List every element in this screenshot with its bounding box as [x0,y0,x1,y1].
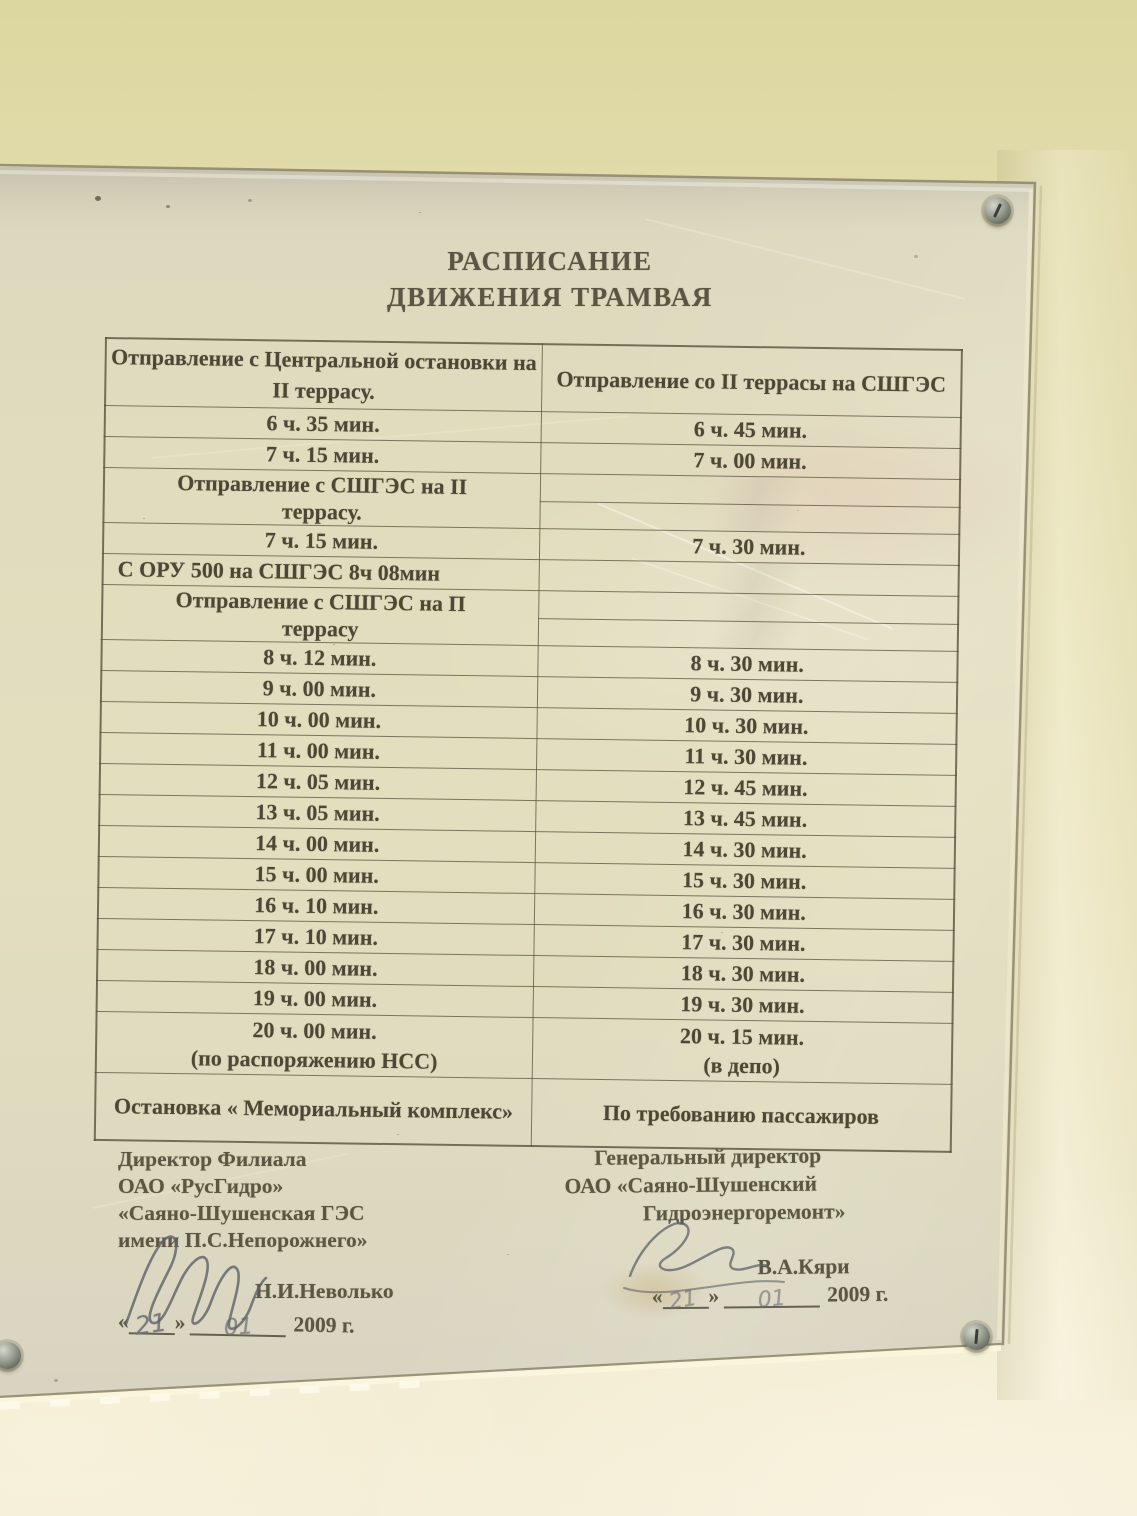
handwritten-month: 01 [222,1313,254,1342]
signature-block-right: Генеральный директор ОАО «Саяно-Шушенски… [564,1140,986,1316]
date-line: «21» 01 2009 г. [117,1308,498,1342]
org-line: Директор Филиала [118,1147,307,1171]
org-line: Гидроэнергоремонт» [642,1199,846,1226]
signer-name: В.А.Кяри [757,1254,850,1280]
page-title: РАСПИСАНИЕ ДВИЖЕНИЯ ТРАМВАЯ [250,243,850,315]
footer-row: Остановка « Мемориальный комплекс» По тр… [94,1072,952,1152]
stop-cell: Остановка « Мемориальный комплекс» [94,1072,532,1147]
schedule-table: Отправление с Центральной остановки на I… [93,337,963,1153]
quote-open: « [651,1284,663,1309]
time-cell-two-line: 20 ч. 15 мин. (в депо) [531,1017,953,1085]
handwritten-month: 01 [756,1285,787,1314]
date-day-blank: 21 [662,1284,709,1315]
date-year: 2009 г. [827,1281,889,1307]
header-cell-left: Отправление с Центральной остановки на I… [105,338,542,412]
date-month-blank: 01 [723,1283,820,1313]
date-year: 2009 г. [293,1312,355,1338]
quote-close: » [708,1283,720,1308]
date-month-blank: 01 [189,1311,286,1341]
header-cell-right: Отправление со II террасы на СШГЭС [541,344,962,418]
section-cell: Отправление с СШГЭС на П террасу [101,584,539,646]
time-cell-two-line: 20 ч. 00 мин. (по распоряжению НСС) [95,1011,533,1079]
quote-close: » [174,1310,186,1335]
org-line: Генеральный директор [594,1143,822,1170]
signer-name: Н.И.Неволько [255,1279,394,1303]
title-line-2: ДВИЖЕНИЯ ТРАМВАЯ [387,282,713,312]
section-cell: Отправление с СШГЭС на II террасу. [103,467,541,529]
handwritten-day: 21 [666,1285,699,1316]
table-header-row: Отправление с Центральной остановки на I… [105,338,962,418]
screw-top-right [984,197,1011,224]
time-note-line: (в депо) [703,1052,781,1079]
org-line: имени П.С.Непорожнего» [118,1228,368,1252]
screw-bottom-right [963,1323,990,1350]
date-day-blank: 21 [128,1308,175,1341]
org-line: ОАО «Саяно-Шушенский [564,1171,818,1199]
time-note-line: (по распоряжению НСС) [190,1045,438,1074]
quote-open: « [117,1309,129,1334]
date-line: «21 » 01 2009 г. [651,1281,986,1315]
handwritten-day: 21 [132,1307,169,1341]
title-line-1: РАСПИСАНИЕ [447,246,653,276]
org-line: «Саяно-Шушенская ГЭС [118,1201,365,1225]
schedule-table-wrap: Отправление с Центральной остановки на I… [93,337,963,1153]
org-line: ОАО «РусГидро» [118,1174,284,1198]
signature-block-left: Директор Филиала ОАО «РусГидро» «Саяно-Ш… [118,1146,498,1341]
